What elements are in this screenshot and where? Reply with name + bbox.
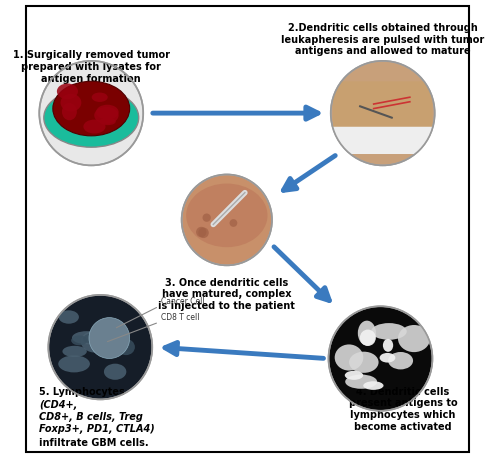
Ellipse shape	[360, 330, 376, 346]
Ellipse shape	[100, 118, 116, 126]
Circle shape	[230, 219, 237, 227]
Ellipse shape	[92, 93, 108, 103]
Ellipse shape	[44, 89, 138, 148]
Ellipse shape	[345, 375, 377, 389]
Ellipse shape	[106, 321, 120, 336]
Ellipse shape	[96, 106, 118, 120]
Ellipse shape	[58, 311, 79, 324]
Ellipse shape	[117, 339, 135, 355]
Circle shape	[328, 307, 432, 411]
Ellipse shape	[60, 95, 82, 112]
Text: 4. Dendritic cells
present antigens to
lymphocytes which
become activated: 4. Dendritic cells present antigens to l…	[348, 386, 458, 431]
Ellipse shape	[53, 82, 130, 136]
FancyBboxPatch shape	[326, 128, 439, 155]
Ellipse shape	[398, 325, 430, 353]
Ellipse shape	[334, 345, 364, 371]
Text: 1. Surgically removed tumor
prepared with lysates for
antigen formation: 1. Surgically removed tumor prepared wit…	[13, 50, 170, 84]
Ellipse shape	[358, 321, 376, 346]
Ellipse shape	[349, 352, 378, 373]
Circle shape	[196, 227, 206, 238]
Text: Cancer Cell: Cancer Cell	[162, 297, 205, 306]
Text: 3. Once dendritic cells
have matured, complex
is injected to the patient: 3. Once dendritic cells have matured, co…	[158, 277, 296, 310]
Ellipse shape	[62, 346, 87, 357]
Ellipse shape	[71, 336, 88, 346]
Circle shape	[331, 62, 434, 166]
Ellipse shape	[62, 104, 77, 121]
Circle shape	[40, 62, 143, 166]
Ellipse shape	[84, 333, 104, 344]
Text: 5. Lymphocytes: 5. Lymphocytes	[40, 386, 128, 396]
Ellipse shape	[388, 352, 413, 369]
Circle shape	[48, 295, 152, 399]
Ellipse shape	[363, 381, 384, 390]
Ellipse shape	[383, 339, 393, 352]
Circle shape	[202, 214, 211, 222]
Text: CD8 T cell: CD8 T cell	[162, 312, 200, 321]
Text: 2.Dendritic cells obtained through
leukapheresis are pulsed with tumor
antigens : 2.Dendritic cells obtained through leuka…	[281, 23, 484, 56]
Circle shape	[198, 228, 209, 239]
Ellipse shape	[345, 371, 363, 380]
Circle shape	[89, 318, 130, 359]
Ellipse shape	[81, 331, 111, 353]
Circle shape	[182, 175, 272, 266]
Ellipse shape	[72, 331, 102, 345]
Ellipse shape	[58, 356, 90, 373]
Ellipse shape	[380, 353, 396, 363]
Ellipse shape	[94, 107, 118, 124]
Ellipse shape	[57, 84, 78, 100]
FancyBboxPatch shape	[333, 82, 432, 150]
Text: infiltrate GBM cells.: infiltrate GBM cells.	[40, 437, 149, 447]
Ellipse shape	[104, 364, 126, 380]
Ellipse shape	[371, 324, 406, 340]
Ellipse shape	[84, 120, 106, 134]
Ellipse shape	[186, 184, 268, 248]
Text: (CD4+,
CD8+, B cells, Treg
Foxp3+, PD1, CTLA4): (CD4+, CD8+, B cells, Treg Foxp3+, PD1, …	[40, 399, 155, 433]
